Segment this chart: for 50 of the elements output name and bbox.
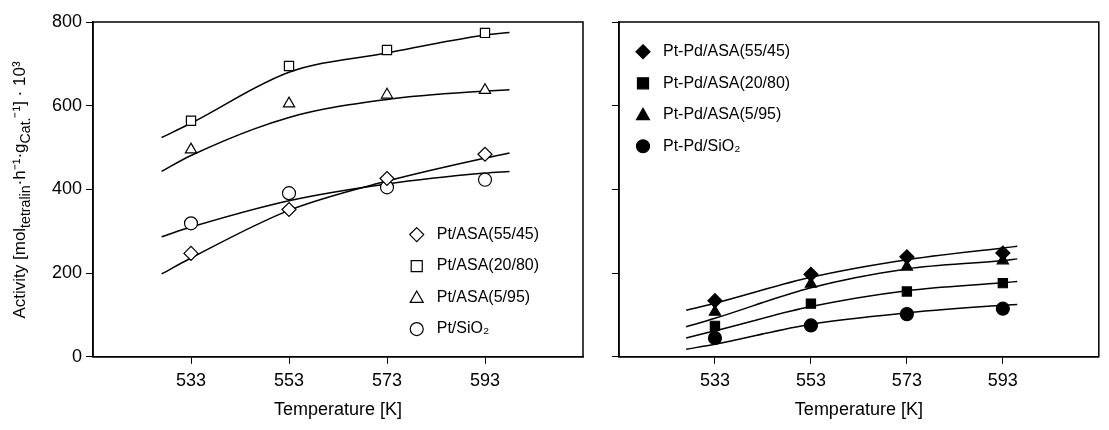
x-tick-label: 533 <box>175 369 207 390</box>
x-tick-label: 533 <box>699 369 730 390</box>
point <box>478 83 492 95</box>
point <box>707 293 723 309</box>
point <box>281 201 297 218</box>
y-tick-label: 400 <box>51 178 82 199</box>
point <box>477 172 493 187</box>
point <box>899 307 914 322</box>
point <box>709 320 721 332</box>
x-tick-label: 573 <box>891 369 922 390</box>
legend-label: Pt-Pd/ASA(55/45) <box>663 42 791 60</box>
y-tick-label: 800 <box>51 10 82 31</box>
legend-label: Pt-Pd/ASA(5/95) <box>663 105 782 123</box>
x-tick-label: 593 <box>469 369 501 390</box>
y-tick-label: 200 <box>51 262 82 283</box>
point <box>281 186 297 201</box>
point <box>283 60 295 72</box>
point <box>381 44 393 56</box>
point <box>707 330 723 346</box>
point <box>899 249 915 265</box>
y-tick-label: 0 <box>71 345 82 366</box>
legend-label: Pt-Pd/ASA(20/80) <box>663 73 791 91</box>
x-tick-label: 593 <box>987 369 1018 390</box>
point <box>708 304 722 316</box>
point <box>183 216 199 231</box>
point <box>997 277 1009 289</box>
point <box>183 245 199 262</box>
legend-label: Pt/ASA(20/80) <box>436 256 540 274</box>
x-tick-label: 553 <box>795 369 826 390</box>
point <box>901 286 913 297</box>
x-tick-label: 553 <box>273 369 305 390</box>
point <box>477 146 493 162</box>
point <box>379 170 395 187</box>
point <box>803 266 819 282</box>
point <box>805 298 817 309</box>
point <box>479 27 491 39</box>
y-tick-label: 600 <box>51 94 82 115</box>
point <box>995 301 1010 316</box>
legend-label: Pt/ASA(5/95) <box>436 287 531 305</box>
x-axis-title: Temperature [K] <box>794 399 923 420</box>
legend-label: Pt-Pd/SiO₂ <box>663 136 741 154</box>
point <box>185 115 197 126</box>
x-tick-label: 573 <box>371 369 403 390</box>
legend-label: Pt/SiO₂ <box>436 319 490 337</box>
x-axis-title: Temperature [K] <box>273 399 403 420</box>
point <box>380 87 394 99</box>
legend-label: Pt/ASA(55/45) <box>436 224 540 242</box>
point <box>184 142 198 154</box>
point <box>282 96 296 108</box>
point <box>803 318 819 333</box>
